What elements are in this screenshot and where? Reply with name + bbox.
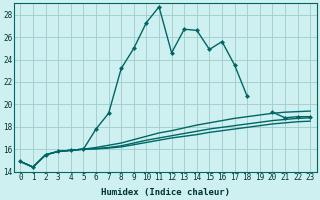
X-axis label: Humidex (Indice chaleur): Humidex (Indice chaleur) bbox=[101, 188, 230, 197]
